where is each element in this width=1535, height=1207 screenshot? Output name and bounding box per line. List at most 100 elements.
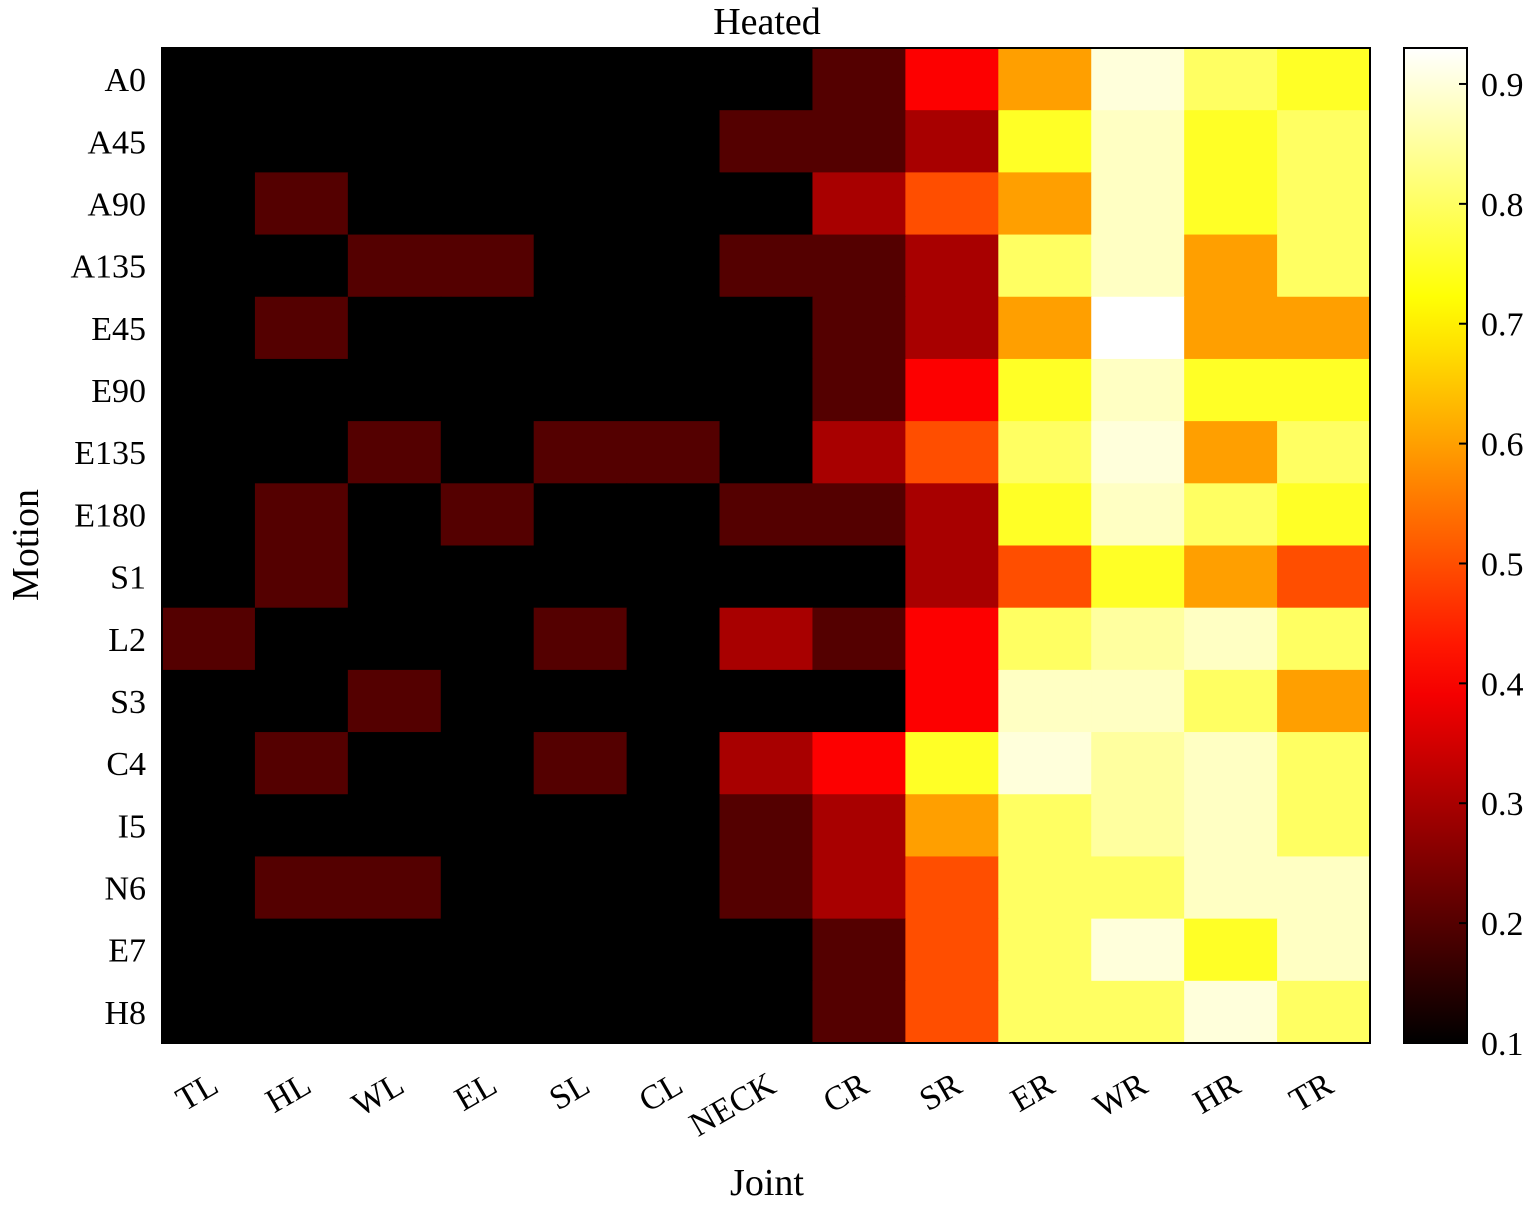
heatmap-cell-s1-cr xyxy=(812,545,906,609)
y-tick-label: S1 xyxy=(110,560,146,597)
heatmap-cell-e7-tr xyxy=(1277,918,1371,982)
x-tick-label: EL xyxy=(449,1066,503,1119)
heatmap-cell-e180-sl xyxy=(533,483,628,547)
heatmap-cell-a90-cl xyxy=(626,172,721,236)
heatmap-cell-c4-hl xyxy=(254,732,349,795)
heatmap-cell-e180-tl xyxy=(162,483,256,547)
heatmap-cell-l2-wr xyxy=(1091,607,1185,671)
heatmap-cell-a45-sr xyxy=(905,110,999,173)
x-tick-label: WL xyxy=(346,1066,410,1124)
heatmap-cell-a0-cl xyxy=(626,48,721,111)
heatmap-cell-l2-cl xyxy=(626,607,721,671)
heatmap-cell-c4-wr xyxy=(1091,732,1185,795)
heatmap-cell-n6-tl xyxy=(162,856,256,920)
x-tick-label: HL xyxy=(260,1066,318,1121)
heatmap-cell-e180-hl xyxy=(254,483,349,547)
heatmap-cell-h8-er xyxy=(998,980,1092,1044)
heatmap-cell-e135-cl xyxy=(626,421,721,484)
heatmap-cell-a135-wl xyxy=(347,234,442,298)
heatmap-cell-s3-hr xyxy=(1184,669,1278,733)
heatmap-cell-a135-tl xyxy=(162,234,256,298)
heatmap-cell-e45-el xyxy=(440,296,535,360)
heatmap-cell-c4-sr xyxy=(905,732,999,795)
heatmap-cell-s3-er xyxy=(998,669,1092,733)
heatmap-cell-s1-tr xyxy=(1277,545,1371,609)
heatmap-cell-c4-cr xyxy=(812,732,906,795)
colorbar-tick-label: 0.8 xyxy=(1481,187,1524,224)
y-tick-labels: A0 A45 A90 A135 E45 E90 E135 E180 S1 L2 S3 C4 I5 N6 E7… xyxy=(70,62,146,1032)
heatmap-cell-e135-sl xyxy=(533,421,628,484)
heatmap-cell-c4-tl xyxy=(162,732,256,795)
heatmap-cell-e90-sr xyxy=(905,358,999,422)
heatmap-cell-s3-tr xyxy=(1277,669,1371,733)
heatmap-cell-a0-sr xyxy=(905,48,999,111)
heatmap-cell-e180-cr xyxy=(812,483,906,547)
heatmap-cell-c4-el xyxy=(440,732,535,795)
heatmap-cell-a90-tl xyxy=(162,172,256,236)
x-tick-label: HR xyxy=(1187,1066,1247,1122)
heatmap-cell-n6-cr xyxy=(812,856,906,920)
heatmap-cell-e7-cl xyxy=(626,918,721,982)
heatmap-cell-s1-wr xyxy=(1091,545,1185,609)
heatmap-cell-h8-cr xyxy=(812,980,906,1044)
heatmap-cell-n6-wl xyxy=(347,856,442,920)
heatmap-cell-a0-cr xyxy=(812,48,906,111)
heatmap-cell-l2-tl xyxy=(162,607,256,671)
chart-title: Heated xyxy=(713,1,821,43)
heatmap-cell-h8-neck xyxy=(719,980,814,1044)
heatmap-cell-s1-el xyxy=(440,545,535,609)
y-tick-label: N6 xyxy=(104,871,146,908)
heatmap-cell-s3-sr xyxy=(905,669,999,733)
x-tick-label: CL xyxy=(633,1066,689,1120)
heatmap-cell-s3-neck xyxy=(719,669,814,733)
heatmap-cell-s3-wr xyxy=(1091,669,1185,733)
heatmap-cell-a90-hl xyxy=(254,172,349,236)
heatmap-cell-s3-cl xyxy=(626,669,721,733)
heatmap-cell-e45-hl xyxy=(254,296,349,360)
y-tick-label: I5 xyxy=(118,808,146,845)
heatmap-cell-a0-neck xyxy=(719,48,814,111)
x-tick-label: TR xyxy=(1283,1066,1339,1120)
heatmap-cell-e135-hr xyxy=(1184,421,1278,484)
colorbar-tick-label: 0.1 xyxy=(1481,1026,1524,1063)
heatmap-cell-n6-sl xyxy=(533,856,628,920)
heatmap-cell-i5-hl xyxy=(254,794,349,858)
heatmap-cell-s1-sl xyxy=(533,545,628,609)
heatmap-cell-h8-tl xyxy=(162,980,256,1044)
heatmap-cell-e90-er xyxy=(998,358,1092,422)
heatmap-cell-a45-tr xyxy=(1277,110,1371,173)
heatmap-cell-i5-cr xyxy=(812,794,906,858)
x-tick-label: ER xyxy=(1005,1066,1061,1120)
heatmap-cell-i5-sr xyxy=(905,794,999,858)
heatmap-cell-e135-hl xyxy=(254,421,349,484)
heatmap-cell-l2-sl xyxy=(533,607,628,671)
heatmap-cell-a45-cl xyxy=(626,110,721,173)
heatmap-cell-e90-cr xyxy=(812,358,906,422)
heatmap-cell-i5-el xyxy=(440,794,535,858)
heatmap-cell-l2-neck xyxy=(719,607,814,671)
colorbar-tick-label: 0.6 xyxy=(1481,427,1524,464)
heatmap-cell-e90-wl xyxy=(347,358,442,422)
heatmap-cell-h8-tr xyxy=(1277,980,1371,1044)
heatmap-cell-a45-er xyxy=(998,110,1092,173)
heatmap-cell-a0-el xyxy=(440,48,535,111)
heatmap-cell-a45-wl xyxy=(347,110,442,173)
heatmap-cell-i5-tr xyxy=(1277,794,1371,858)
heatmap-cell-i5-cl xyxy=(626,794,721,858)
heatmap-cell-s1-cl xyxy=(626,545,721,609)
heatmap-cell-e45-tl xyxy=(162,296,256,360)
heatmap-cell-a135-cl xyxy=(626,234,721,298)
heatmap-cell-n6-wr xyxy=(1091,856,1185,920)
heatmap-cell-e45-cl xyxy=(626,296,721,360)
y-tick-label: S3 xyxy=(110,684,146,721)
heatmap-cell-a0-wr xyxy=(1091,48,1185,111)
heatmap-cell-e7-hr xyxy=(1184,918,1278,982)
heatmap-cell-h8-el xyxy=(440,980,535,1044)
heatmap-cell-a135-cr xyxy=(812,234,906,298)
heatmap-cell-e7-sl xyxy=(533,918,628,982)
heatmap-cell-n6-neck xyxy=(719,856,814,920)
heatmap-cell-e45-sl xyxy=(533,296,628,360)
heatmap-cell-n6-hr xyxy=(1184,856,1278,920)
heatmap-cell-e90-hl xyxy=(254,358,349,422)
